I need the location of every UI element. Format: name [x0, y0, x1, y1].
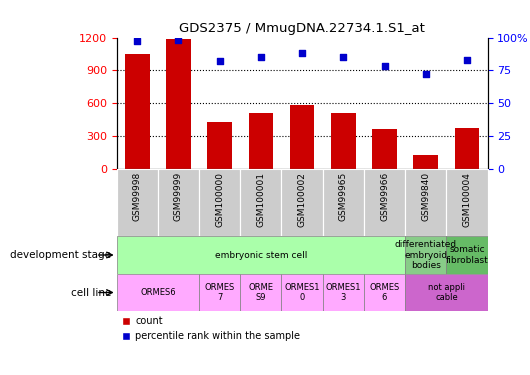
- Text: development stage: development stage: [10, 250, 111, 260]
- Text: GSM100001: GSM100001: [257, 172, 266, 227]
- Point: [381, 63, 389, 69]
- Text: ORMES
7: ORMES 7: [205, 283, 235, 302]
- Bar: [323, 274, 364, 311]
- Bar: [446, 169, 488, 236]
- Text: ORMES
6: ORMES 6: [369, 283, 400, 302]
- Bar: [290, 105, 314, 169]
- Text: GSM99966: GSM99966: [380, 172, 389, 221]
- Text: differentiated
embryoid
bodies: differentiated embryoid bodies: [395, 240, 457, 270]
- Text: cell line: cell line: [71, 288, 111, 297]
- Bar: [158, 169, 199, 236]
- Bar: [331, 113, 356, 169]
- Bar: [323, 169, 364, 236]
- Bar: [281, 169, 323, 236]
- Text: GSM99840: GSM99840: [421, 172, 430, 221]
- Bar: [455, 128, 479, 169]
- Bar: [117, 274, 199, 311]
- Bar: [405, 274, 488, 311]
- Bar: [199, 274, 240, 311]
- Bar: [240, 274, 281, 311]
- Bar: [125, 54, 149, 169]
- Bar: [372, 129, 397, 169]
- Text: ORMES1
3: ORMES1 3: [325, 283, 361, 302]
- Point: [257, 54, 265, 60]
- Bar: [446, 236, 488, 274]
- Bar: [364, 169, 405, 236]
- Text: not appli
cable: not appli cable: [428, 283, 465, 302]
- Text: somatic
fibroblast: somatic fibroblast: [446, 245, 488, 265]
- Bar: [117, 236, 405, 274]
- Bar: [207, 122, 232, 169]
- Text: GSM99999: GSM99999: [174, 172, 183, 221]
- Text: GSM99998: GSM99998: [132, 172, 142, 221]
- Bar: [117, 169, 158, 236]
- Bar: [364, 274, 405, 311]
- Bar: [240, 169, 281, 236]
- Point: [174, 37, 183, 43]
- Title: GDS2375 / MmugDNA.22734.1.S1_at: GDS2375 / MmugDNA.22734.1.S1_at: [179, 22, 425, 35]
- Point: [463, 57, 471, 63]
- Text: GSM100000: GSM100000: [215, 172, 224, 227]
- Text: GSM100002: GSM100002: [298, 172, 306, 227]
- Text: ORME
S9: ORME S9: [249, 283, 273, 302]
- Legend: count, percentile rank within the sample: count, percentile rank within the sample: [121, 316, 300, 341]
- Text: GSM99965: GSM99965: [339, 172, 348, 221]
- Text: GSM100004: GSM100004: [463, 172, 472, 227]
- Bar: [199, 169, 240, 236]
- Bar: [166, 39, 191, 169]
- Point: [339, 54, 348, 60]
- Point: [298, 50, 306, 56]
- Point: [215, 58, 224, 64]
- Bar: [413, 154, 438, 169]
- Bar: [281, 274, 323, 311]
- Bar: [405, 169, 446, 236]
- Text: embryonic stem cell: embryonic stem cell: [215, 251, 307, 260]
- Bar: [249, 113, 273, 169]
- Text: ORMES1
0: ORMES1 0: [285, 283, 320, 302]
- Point: [421, 71, 430, 77]
- Bar: [405, 236, 446, 274]
- Text: ORMES6: ORMES6: [140, 288, 175, 297]
- Point: [133, 39, 142, 45]
